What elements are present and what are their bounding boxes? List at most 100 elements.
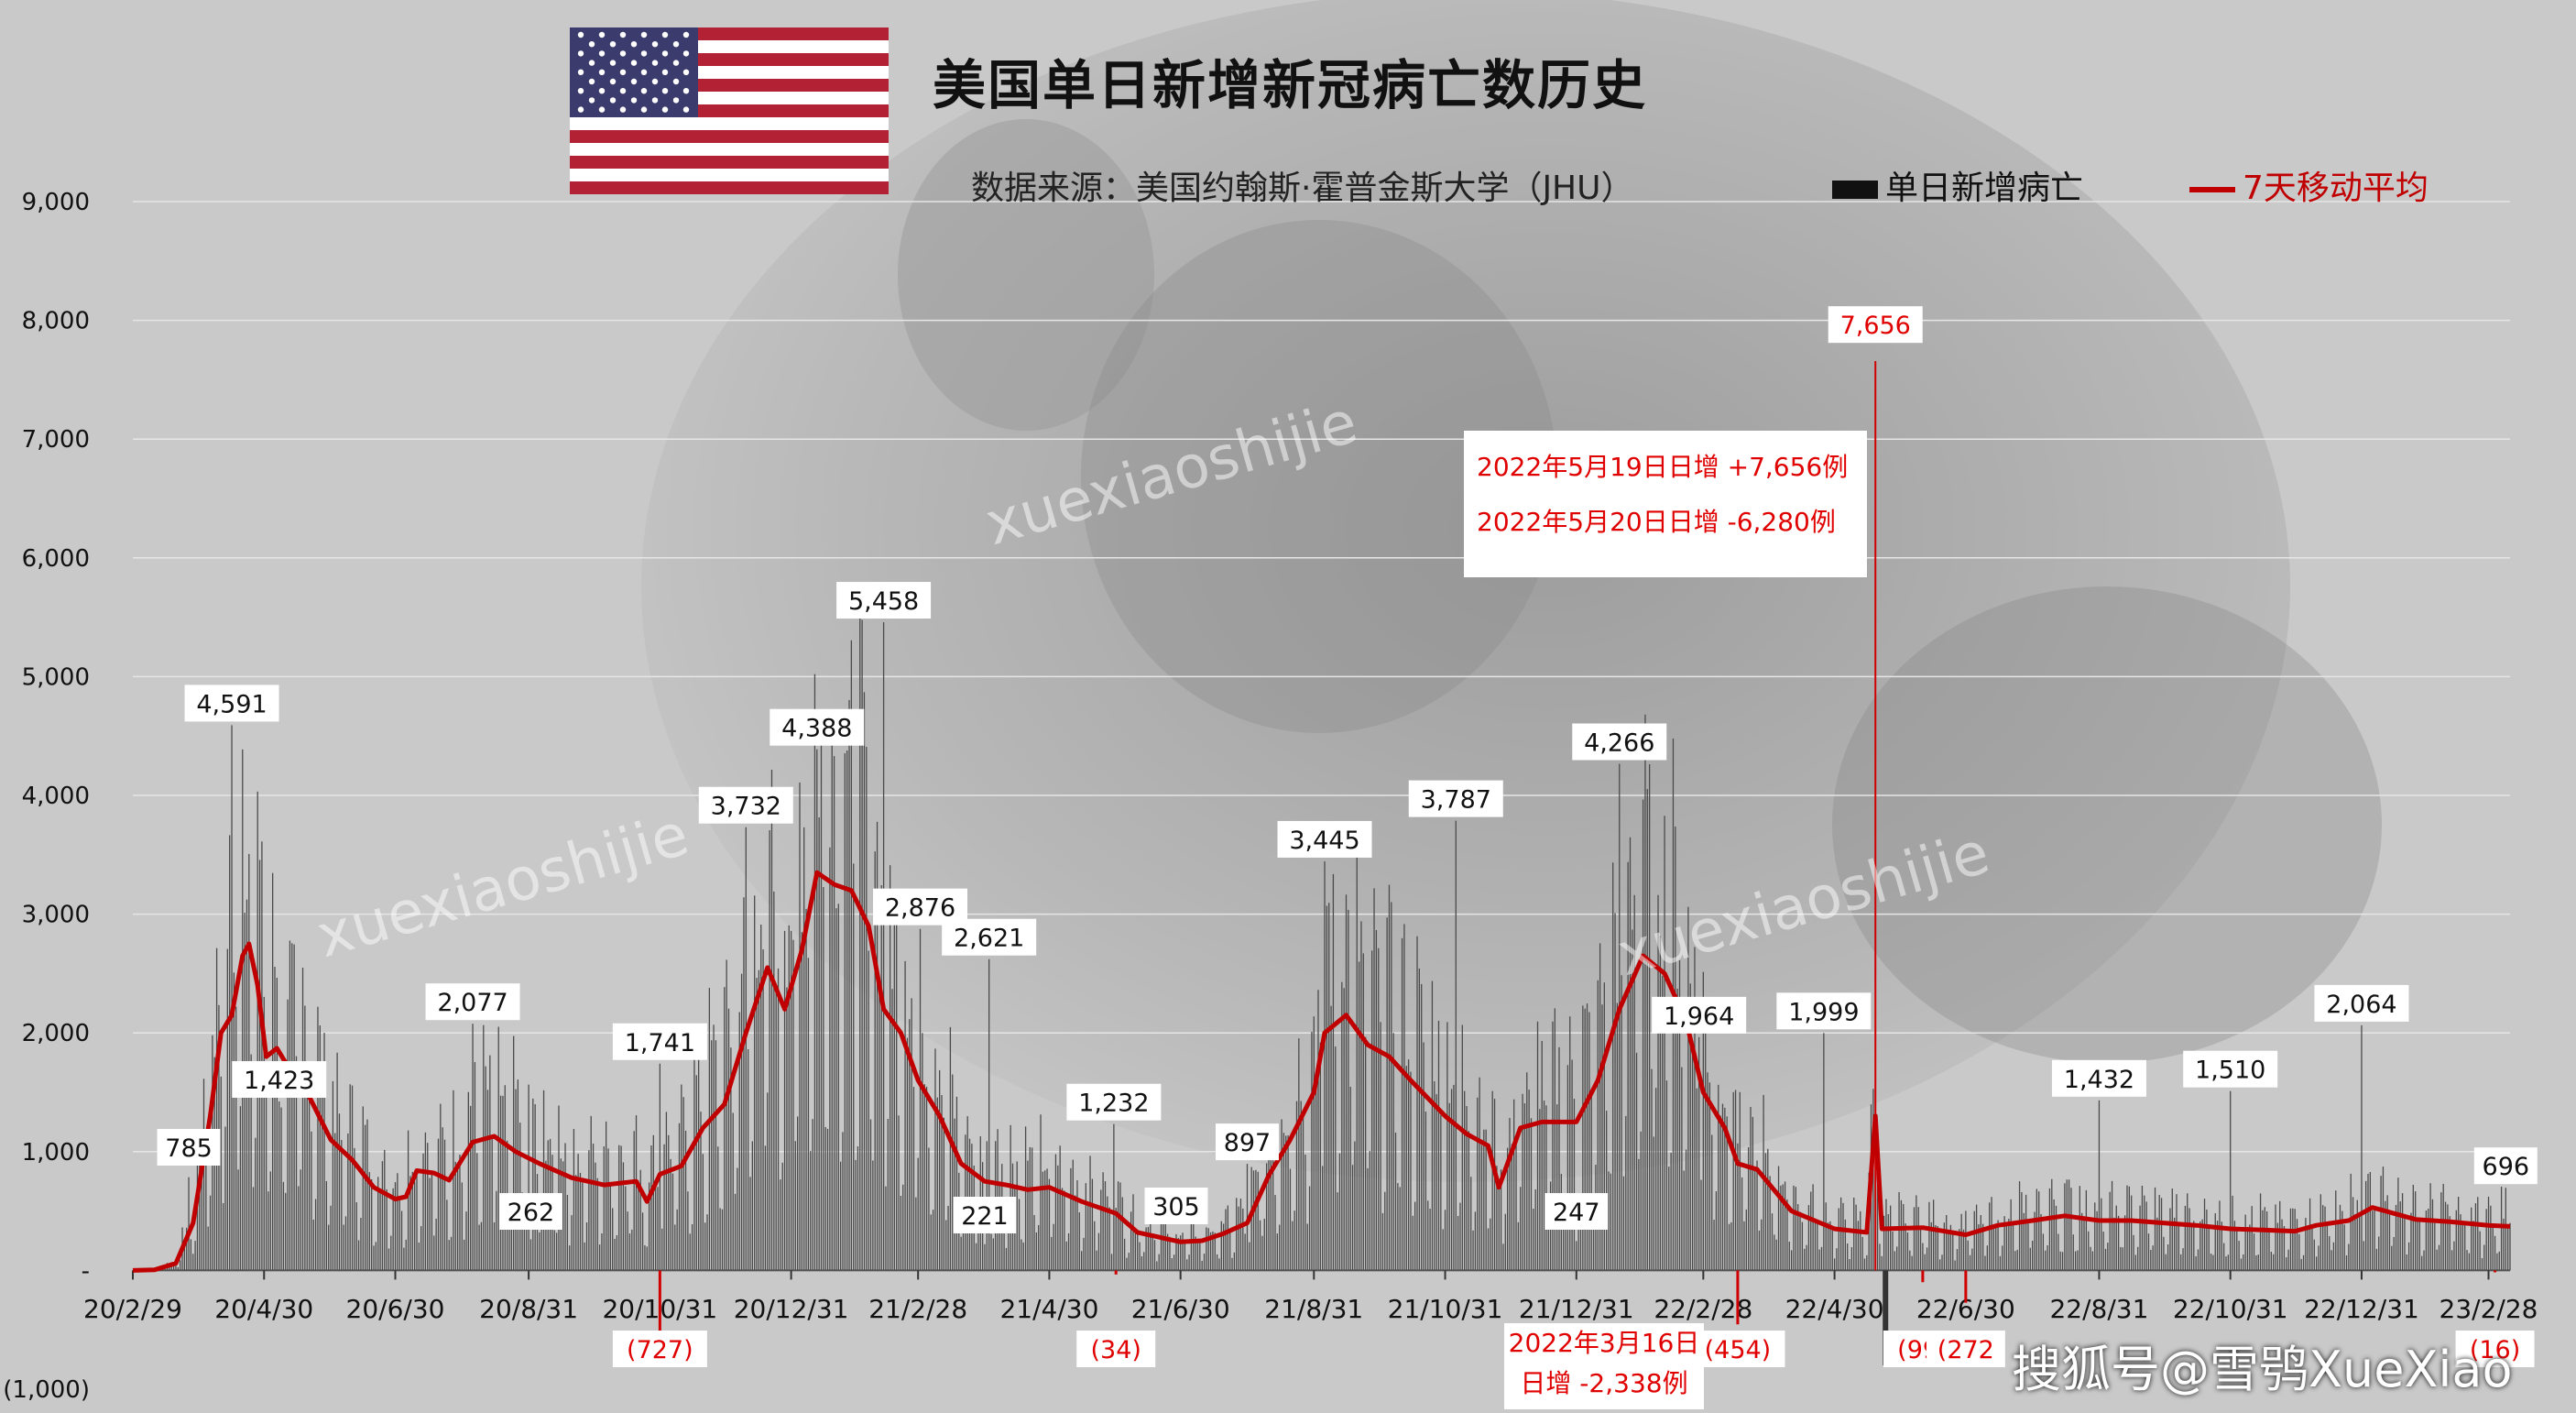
daily-bar xyxy=(461,1182,463,1271)
daily-bar xyxy=(357,1240,360,1271)
daily-bar xyxy=(945,1220,947,1271)
daily-bar xyxy=(377,1177,379,1271)
daily-bar xyxy=(2012,1221,2014,1271)
daily-bar xyxy=(975,1243,977,1271)
daily-bar xyxy=(633,1131,635,1271)
daily-bar xyxy=(293,944,295,1271)
daily-bar xyxy=(1804,1248,1806,1271)
daily-bar xyxy=(2356,1199,2358,1271)
daily-bar xyxy=(2160,1198,2163,1271)
daily-bar xyxy=(252,1187,255,1271)
daily-bar xyxy=(2068,1179,2070,1271)
daily-bar xyxy=(1143,1252,1145,1271)
daily-bar xyxy=(2363,1241,2364,1271)
daily-bar xyxy=(1164,1215,1166,1271)
x-tick-label: 20/12/31 xyxy=(734,1294,849,1324)
daily-bar xyxy=(797,1116,799,1271)
daily-bar xyxy=(1924,1254,1926,1271)
daily-bar xyxy=(497,1026,499,1271)
daily-bar xyxy=(334,1133,336,1271)
daily-bar xyxy=(285,1192,287,1271)
daily-bar xyxy=(2276,1222,2279,1271)
daily-bar xyxy=(1252,1170,1255,1271)
daily-bar xyxy=(1752,1116,1754,1271)
daily-bar xyxy=(1896,1246,1898,1271)
daily-bar xyxy=(2453,1241,2455,1271)
daily-bar xyxy=(706,1214,708,1271)
daily-bar xyxy=(1610,1173,1612,1271)
daily-bar xyxy=(575,1175,577,1271)
daily-bar xyxy=(738,1012,740,1271)
x-tick-label: 21/12/31 xyxy=(1519,1294,1634,1324)
daily-bar xyxy=(2464,1223,2466,1271)
daily-bar xyxy=(730,1047,732,1271)
daily-bar xyxy=(411,1171,413,1271)
daily-bar xyxy=(418,1242,420,1271)
daily-bar xyxy=(898,1115,900,1271)
daily-bar xyxy=(1399,1187,1401,1271)
daily-bar xyxy=(2018,1181,2021,1271)
data-label: 1,964 xyxy=(1664,1002,1734,1031)
daily-bar xyxy=(1547,1211,1549,1271)
daily-bar xyxy=(1582,1005,1584,1271)
daily-bar xyxy=(582,1182,584,1271)
daily-bar xyxy=(2036,1188,2037,1271)
daily-bar xyxy=(1008,1231,1010,1271)
daily-bar xyxy=(1457,1215,1459,1271)
daily-bar xyxy=(2262,1210,2264,1271)
daily-bar xyxy=(1534,1188,1536,1271)
daily-bar xyxy=(355,1201,357,1271)
daily-bar xyxy=(1414,1201,1416,1271)
daily-bar xyxy=(276,978,278,1271)
daily-bar xyxy=(1496,1166,1498,1271)
daily-bar xyxy=(413,1181,416,1271)
daily-bar xyxy=(257,791,258,1271)
daily-bar xyxy=(885,1186,887,1271)
x-tick-label: 20/6/30 xyxy=(346,1294,445,1324)
daily-bar xyxy=(1502,1243,1504,1271)
daily-bar xyxy=(420,1226,422,1271)
daily-bar xyxy=(1283,1133,1285,1271)
daily-bar xyxy=(1070,1167,1072,1271)
daily-bar xyxy=(1341,981,1343,1271)
daily-bar xyxy=(1287,1134,1289,1271)
daily-bar xyxy=(2214,1213,2216,1271)
daily-bar xyxy=(450,1236,453,1271)
daily-bar xyxy=(2500,1187,2503,1271)
daily-bar xyxy=(1919,1228,1922,1271)
daily-bar xyxy=(1407,1059,1410,1271)
daily-bar xyxy=(2174,1217,2176,1271)
daily-bar xyxy=(1087,1202,1089,1271)
daily-bar xyxy=(1734,1090,1737,1271)
daily-bar xyxy=(1599,943,1601,1271)
daily-bar xyxy=(298,1186,300,1271)
daily-bar xyxy=(2236,1228,2238,1271)
daily-bar xyxy=(2154,1187,2156,1271)
daily-bar xyxy=(2367,1174,2369,1271)
daily-bar xyxy=(644,1244,646,1271)
daily-bar xyxy=(850,640,853,1271)
daily-bar xyxy=(2440,1192,2442,1271)
daily-bar xyxy=(1236,1198,1238,1271)
data-label-bg xyxy=(1776,992,1872,1030)
daily-bar xyxy=(2268,1227,2270,1271)
daily-bar xyxy=(1509,1117,1511,1271)
data-label: 2,064 xyxy=(2326,991,2396,1019)
daily-bar xyxy=(1657,894,1659,1271)
daily-bar xyxy=(1892,1231,1894,1271)
daily-bar xyxy=(1306,1223,1308,1271)
daily-bar xyxy=(770,769,773,1271)
daily-bar xyxy=(896,913,898,1271)
daily-bar xyxy=(1771,1213,1774,1271)
daily-bar xyxy=(1633,894,1635,1271)
daily-bar xyxy=(1820,1246,1823,1271)
daily-bar xyxy=(526,1215,528,1271)
daily-bar xyxy=(291,943,293,1271)
daily-bar xyxy=(2302,1254,2305,1271)
daily-bar xyxy=(726,959,727,1271)
daily-bar xyxy=(1193,1220,1195,1271)
daily-bar xyxy=(1424,1112,1427,1271)
daily-bar xyxy=(480,1221,483,1271)
